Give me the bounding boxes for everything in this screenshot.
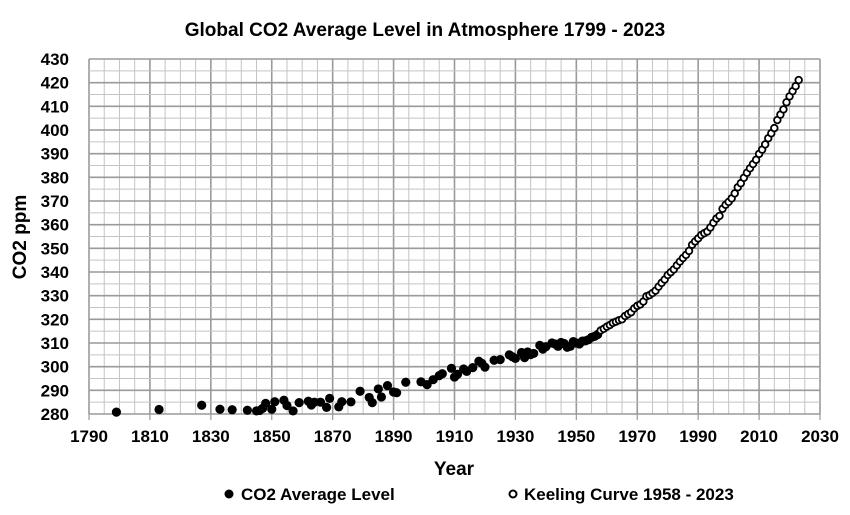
- y-tick-label: 280: [41, 405, 69, 424]
- legend-item-keeling-curve: Keeling Curve 1958 - 2023: [508, 485, 734, 504]
- data-point-co2-average: [346, 397, 356, 407]
- x-tick-labels: 1790 1810 1830 1850 1870 1890 1910 1930 1950 1970…: [70, 427, 839, 446]
- data-point-co2-average: [282, 400, 292, 411]
- data-point-co2-average: [294, 398, 304, 408]
- data-point-keeling: [770, 123, 779, 133]
- legend: CO2 Average Level Keeling Curve 1958 - 2…: [224, 485, 734, 504]
- y-tick-label: 350: [41, 239, 69, 258]
- x-tick-label: 2010: [740, 427, 778, 446]
- y-tick-label: 300: [41, 358, 69, 377]
- data-point-co2-average: [337, 397, 347, 407]
- data-point-co2-average: [373, 384, 383, 394]
- data-point-co2-average: [495, 354, 505, 365]
- y-tick-label: 380: [41, 168, 69, 187]
- data-point-co2-average: [242, 405, 252, 415]
- data-point-co2-average: [422, 380, 432, 390]
- legend-item-co2-average-level: CO2 Average Level: [224, 485, 395, 504]
- data-point-co2-average: [197, 400, 207, 410]
- x-axis-label: Year: [434, 459, 475, 480]
- data-point-co2-average: [480, 362, 490, 372]
- y-tick-label: 360: [41, 216, 69, 235]
- y-tick-label: 430: [41, 50, 69, 69]
- data-point-co2-average: [376, 392, 386, 402]
- data-point-co2-average: [529, 348, 539, 359]
- y-axis-label: CO2 ppm: [10, 195, 31, 279]
- legend-label: Keeling Curve 1958 - 2023: [524, 485, 734, 504]
- legend-marker-hollow-circle: [508, 489, 518, 499]
- y-tick-labels: 280 290 300 310 320 330 340 350 360 370 380 390 400 4…: [41, 50, 69, 424]
- data-point-co2-average: [267, 404, 277, 414]
- y-tick-label: 320: [41, 310, 69, 329]
- chart-title: Global CO2 Average Level in Atmosphere 1…: [185, 20, 665, 41]
- x-tick-label: 2030: [801, 427, 839, 446]
- data-point-co2-average: [261, 398, 271, 408]
- y-tick-label: 400: [41, 121, 69, 140]
- data-point-co2-average: [270, 397, 280, 407]
- legend-label: CO2 Average Level: [241, 485, 395, 504]
- data-point-co2-average: [227, 405, 237, 415]
- x-tick-label: 1990: [679, 427, 717, 446]
- data-point-keeling: [779, 105, 788, 114]
- data-point-co2-average: [392, 388, 402, 398]
- x-tick-label: 1950: [557, 427, 595, 446]
- x-tick-label: 1890: [375, 427, 413, 446]
- data-point-co2-average: [325, 393, 335, 403]
- data-point-co2-average: [446, 363, 457, 373]
- y-tick-label: 420: [41, 74, 69, 93]
- y-tick-label: 390: [41, 145, 69, 164]
- data-point-co2-average: [401, 377, 411, 387]
- data-point-co2-average: [288, 406, 298, 416]
- data-point-co2-average: [510, 353, 521, 363]
- y-tick-label: 330: [41, 287, 69, 306]
- data-point-co2-average: [437, 369, 447, 379]
- x-tick-label: 1850: [253, 427, 291, 446]
- x-tick-label: 1790: [70, 427, 108, 446]
- y-tick-label: 370: [41, 192, 69, 211]
- y-tick-label: 410: [41, 97, 69, 116]
- data-point-co2-average: [468, 363, 478, 373]
- data-point-co2-average: [452, 369, 463, 379]
- x-tick-label: 1830: [192, 427, 230, 446]
- data-point-co2-average: [382, 381, 393, 391]
- data-point-keeling: [794, 75, 803, 85]
- data-point-co2-average: [367, 398, 377, 408]
- series-keeling-curve: [596, 75, 803, 335]
- y-tick-label: 290: [41, 381, 69, 400]
- x-tick-label: 1970: [618, 427, 656, 446]
- data-point-co2-average: [321, 402, 332, 412]
- y-tick-label: 340: [41, 263, 69, 282]
- y-tick-label: 310: [41, 334, 69, 353]
- legend-marker-filled-circle: [224, 489, 234, 499]
- data-point-co2-average: [355, 386, 365, 396]
- x-tick-label: 1910: [436, 427, 474, 446]
- x-tick-label: 1810: [131, 427, 169, 446]
- x-tick-label: 1870: [314, 427, 352, 446]
- data-point-co2-average: [315, 397, 326, 407]
- data-point-co2-average: [215, 404, 225, 414]
- data-point-co2-average: [154, 404, 164, 415]
- data-point-co2-average: [111, 407, 122, 417]
- data-point-keeling: [715, 211, 724, 221]
- grid: [88, 58, 821, 420]
- x-tick-label: 1930: [497, 427, 535, 446]
